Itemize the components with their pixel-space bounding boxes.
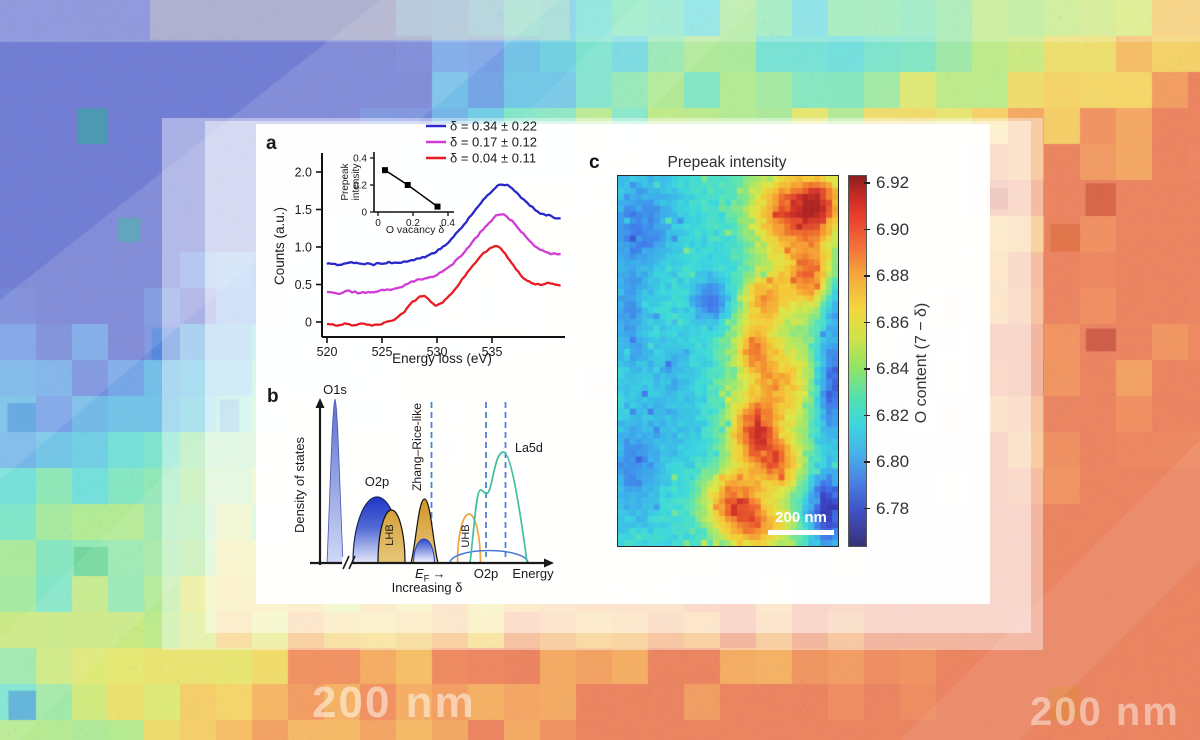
b-dos-axis-arrow bbox=[315, 398, 325, 408]
inset-y-title-line2: intensity bbox=[351, 164, 362, 201]
spectrum-curve-1 bbox=[326, 213, 562, 296]
a-x-tick-label: 520 bbox=[317, 345, 338, 359]
a-inset-prepeak-plot: 0 0.2 0.4 0 0.2 0.4 Prepeak intensity O vaca… bbox=[340, 152, 455, 236]
colorbar-tick-mark bbox=[864, 461, 870, 463]
panel-b-dos-schematic: b Density of states O1s O2p LHB Zhang–Ri… bbox=[267, 382, 554, 595]
background-watermark-scalebar-2: 200 nm bbox=[1030, 690, 1180, 734]
colorbar-tick-label: 6.86 bbox=[876, 312, 910, 332]
inset-x-tick-label: 0 bbox=[375, 218, 381, 229]
inset-x-title: O vacancy δ bbox=[386, 224, 445, 236]
a-y-tick-label: 0 bbox=[305, 316, 312, 330]
o2p-conduction-band bbox=[449, 549, 529, 564]
panel-b-label: b bbox=[267, 386, 279, 407]
inset-y-tick-label: 0 bbox=[361, 208, 367, 219]
prepeak-intensity-map bbox=[617, 175, 839, 547]
c-colorbar bbox=[848, 175, 867, 547]
a-legend: δ = 0.34 ± 0.22 δ = 0.17 ± 0.12 δ = 0.04… bbox=[426, 119, 537, 166]
increasing-delta-label: Increasing δ bbox=[392, 580, 463, 595]
panel-a-eels-spectra: a 0 0.5 1.0 1.5 2.0 520 525 530 535 Counts (a.u… bbox=[266, 119, 565, 366]
colorbar-tick-label: 6.78 bbox=[876, 498, 910, 518]
inset-y-title-line1: Prepeak bbox=[340, 162, 351, 200]
a-x-ticks: 520 525 530 535 bbox=[317, 337, 503, 359]
spectrum-curve-2 bbox=[326, 244, 561, 327]
inset-x-tick-label: 0.2 bbox=[406, 218, 420, 229]
zhang-rice-filled-states bbox=[412, 538, 436, 564]
uhb-label: UHB bbox=[460, 524, 472, 547]
b-y-axis-title: Density of states bbox=[292, 436, 307, 533]
a-y-ticks: 0 0.5 1.0 1.5 2.0 bbox=[295, 166, 322, 330]
a-y-tick-label: 2.0 bbox=[295, 166, 312, 180]
colorbar-tick-label: 6.84 bbox=[876, 359, 910, 378]
lhb-band bbox=[377, 509, 406, 564]
b-energy-axis-arrow bbox=[544, 558, 554, 568]
a-x-tick-label: 530 bbox=[427, 345, 448, 359]
a-x-tick-label: 535 bbox=[482, 345, 503, 359]
c-colorbar-axis-title: O content (7 − δ) bbox=[913, 302, 930, 424]
fermi-f-sub: F bbox=[424, 574, 430, 585]
spectrum-curve-0 bbox=[326, 183, 561, 267]
a-x-axis-title: Energy loss (eV) bbox=[392, 351, 492, 366]
a-y-tick-label: 1.0 bbox=[295, 241, 312, 255]
axis-break-mask bbox=[342, 557, 352, 569]
colorbar-tick-mark bbox=[864, 275, 870, 277]
inset-fit-line bbox=[384, 169, 438, 208]
colorbar-tick-label: 6.92 bbox=[876, 173, 910, 192]
fermi-e: E bbox=[415, 566, 424, 581]
panel-c-label: c bbox=[589, 152, 600, 173]
colorbar-tick-mark bbox=[864, 182, 870, 184]
inset-data-series bbox=[382, 167, 441, 210]
a-legend-label-red: δ = 0.04 ± 0.11 bbox=[450, 151, 536, 166]
colorbar-tick-label: 6.80 bbox=[876, 452, 910, 471]
c-scalebar-label: 200 nm bbox=[775, 509, 827, 526]
axis-break-slash-1 bbox=[342, 555, 350, 570]
a-x-tick-label: 525 bbox=[372, 345, 393, 359]
colorbar-tick-mark bbox=[864, 368, 870, 370]
a-legend-label-blue: δ = 0.34 ± 0.22 bbox=[450, 119, 537, 134]
inset-y-tick-label: 0.4 bbox=[353, 154, 367, 165]
colorbar-tick-mark bbox=[864, 228, 870, 231]
o1s-label: O1s bbox=[323, 382, 347, 397]
panel-a-label: a bbox=[266, 133, 277, 154]
inset-x-ticks: 0 0.2 0.4 bbox=[375, 212, 455, 229]
o2p-conduction-label: O2p bbox=[474, 566, 499, 581]
inset-data-point bbox=[382, 167, 388, 174]
inset-data-point bbox=[404, 182, 411, 188]
inset-x-tick-label: 0.4 bbox=[441, 218, 455, 229]
colorbar-tick-label: 6.90 bbox=[876, 219, 910, 239]
fermi-arrow: → bbox=[432, 566, 445, 581]
fermi-level-label: EF → bbox=[415, 566, 445, 585]
o1s-peak bbox=[326, 398, 344, 564]
a-y-axis-title: Counts (a.u.) bbox=[272, 207, 287, 285]
colorbar-tick-mark bbox=[864, 507, 870, 510]
c-map-title: Prepeak intensity bbox=[667, 154, 787, 171]
inset-y-ticks: 0 0.2 0.4 bbox=[353, 154, 374, 219]
zhang-rice-label: Zhang–Rice-like bbox=[410, 403, 424, 491]
la5d-label: La5d bbox=[515, 441, 543, 455]
colorbar-tick-label: 6.88 bbox=[876, 266, 910, 285]
a-y-tick-label: 0.5 bbox=[295, 278, 312, 292]
axis-break-slash-2 bbox=[348, 555, 356, 570]
inset-y-tick-label: 0.2 bbox=[353, 181, 367, 192]
inset-data-point bbox=[434, 203, 441, 210]
o2p-valence-label: O2p bbox=[365, 474, 390, 489]
lhb-label: LHB bbox=[384, 524, 396, 545]
a-spectra-curves bbox=[326, 183, 562, 327]
colorbar-tick-mark bbox=[864, 321, 870, 324]
a-y-tick-label: 1.5 bbox=[295, 203, 312, 217]
colorbar-tick-label: 6.82 bbox=[876, 405, 910, 425]
colorbar-tick-mark bbox=[864, 414, 870, 417]
a-legend-label-magenta: δ = 0.17 ± 0.12 bbox=[450, 135, 537, 150]
background-watermark-scalebar: 200 nm bbox=[312, 678, 476, 727]
c-scalebar bbox=[768, 530, 834, 535]
la5d-band bbox=[469, 451, 528, 564]
b-x-axis-title: Energy bbox=[512, 566, 554, 581]
